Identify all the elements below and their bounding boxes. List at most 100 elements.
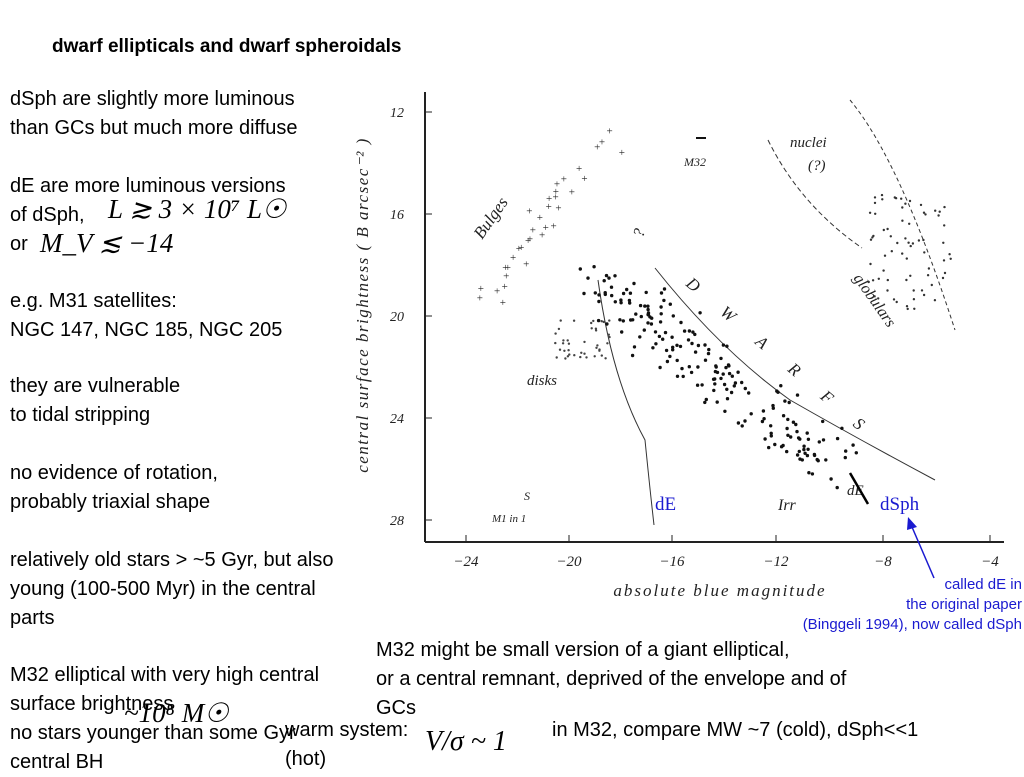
data-point (563, 349, 566, 352)
data-point (643, 304, 647, 308)
data-point (659, 312, 663, 316)
data-point (646, 321, 650, 325)
data-point (607, 333, 610, 336)
paragraph-tidal: they are vulnerable to tidal stripping (10, 372, 180, 430)
data-point (769, 424, 773, 428)
data-point (805, 453, 810, 458)
data-point (689, 370, 694, 375)
data-point (564, 357, 567, 360)
dwarf-left-boundary (597, 279, 655, 526)
dwarfs-label: D W A R F S (682, 273, 879, 443)
data-point (608, 319, 611, 322)
data-point: + (551, 221, 557, 233)
data-point (727, 371, 732, 376)
nuclei-boundary (767, 139, 863, 249)
data-point (873, 295, 876, 298)
data-point (671, 345, 675, 349)
data-point (561, 342, 565, 345)
data-point (704, 397, 708, 402)
data-point (917, 239, 921, 242)
data-point (675, 374, 680, 378)
data-point: + (525, 235, 531, 247)
data-point (625, 287, 629, 292)
text-line: NGC 147, NGC 185, NGC 205 (10, 319, 283, 341)
data-point (926, 274, 930, 277)
data-point (562, 339, 565, 342)
data-point (585, 356, 588, 359)
data-point (658, 365, 662, 370)
dsph-overlay-label: dSph (880, 494, 920, 515)
data-point (613, 300, 617, 304)
data-point (798, 457, 802, 461)
data-point (854, 451, 858, 455)
data-point (649, 322, 654, 326)
annotation-note: called dE in the original paper (Binggel… (803, 575, 1022, 635)
data-point (907, 241, 910, 244)
data-point (646, 304, 650, 308)
data-point (805, 431, 809, 435)
data-point (905, 278, 908, 282)
data-point (671, 348, 675, 352)
data-point (554, 341, 557, 345)
data-point (829, 477, 833, 481)
text-line: probably triaxial shape (10, 491, 211, 513)
data-point (590, 327, 593, 330)
data-point (760, 419, 765, 424)
data-point (795, 429, 799, 434)
data-point (773, 442, 777, 447)
data-point (942, 241, 945, 244)
data-point (665, 359, 670, 364)
data-point (824, 458, 828, 462)
data-point (743, 386, 747, 391)
data-point: + (526, 205, 532, 217)
data-point: + (553, 192, 559, 204)
data-point (881, 198, 884, 201)
text-line: no stars younger than some Gyr (10, 722, 296, 744)
text-line: relatively old stars > ~5 Gyr, but also (10, 549, 334, 571)
data-point (868, 211, 872, 214)
data-point (905, 305, 909, 308)
data-point (779, 384, 783, 388)
data-point (724, 365, 728, 370)
text-line: or a central remnant, deprived of the en… (376, 668, 847, 690)
data-point (873, 196, 877, 199)
data-point (573, 354, 576, 357)
data-point (592, 319, 595, 323)
data-point (901, 219, 904, 222)
nuclei-label: nuclei (790, 135, 827, 151)
data-point (567, 342, 571, 345)
data-point (736, 370, 740, 374)
data-point (894, 197, 898, 200)
data-point (786, 433, 790, 437)
data-point (769, 431, 773, 435)
data-point (912, 298, 916, 301)
data-point (786, 417, 790, 422)
text-line: e.g. M31 satellites: (10, 290, 177, 312)
data-point (873, 201, 877, 205)
data-point (682, 329, 687, 333)
data-point (680, 366, 684, 371)
data-point (711, 377, 716, 381)
data-point (696, 343, 701, 348)
data-point (592, 265, 596, 269)
data-point (769, 434, 773, 438)
x-tick-label: −8 (874, 554, 892, 570)
data-point (749, 412, 753, 416)
data-point (679, 320, 683, 325)
data-point (895, 300, 898, 304)
compare-text: in M32, compare MW ~7 (cold), dSph<<1 (552, 719, 919, 741)
x-tick-label: −16 (659, 554, 685, 570)
data-point (743, 419, 747, 423)
data-point: + (494, 285, 500, 297)
data-point (608, 335, 611, 339)
data-point (835, 436, 840, 441)
data-point (896, 241, 899, 245)
data-point (882, 228, 885, 232)
data-point: + (581, 173, 587, 185)
data-point: + (523, 259, 529, 271)
paragraph-rotation: no evidence of rotation, probably triaxi… (10, 459, 218, 517)
data-point: + (561, 174, 567, 186)
data-point (901, 252, 904, 255)
data-point (943, 224, 946, 227)
data-point (639, 314, 643, 319)
